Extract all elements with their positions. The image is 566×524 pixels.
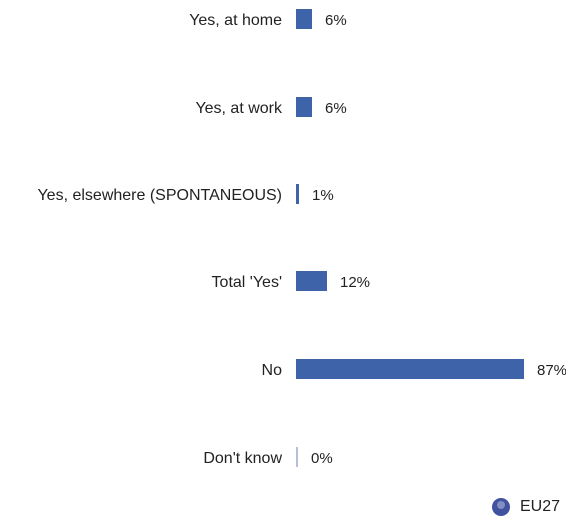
bar — [296, 271, 327, 291]
category-label: Don't know — [203, 450, 282, 467]
category-label: Total 'Yes' — [212, 274, 282, 291]
eu-flag-icon — [492, 498, 510, 516]
category-label: Yes, at home — [189, 12, 282, 29]
bar — [296, 97, 312, 117]
bar — [296, 359, 524, 379]
data-label: 12% — [340, 274, 370, 291]
category-label: Yes, at work — [195, 100, 283, 117]
category-label: No — [262, 362, 283, 379]
data-label: 6% — [325, 12, 347, 29]
category-label: Yes, elsewhere (SPONTANEOUS) — [37, 187, 282, 204]
data-label: 1% — [312, 187, 334, 204]
bar — [296, 447, 298, 467]
legend: EU27 — [492, 494, 560, 520]
data-label: 87% — [537, 362, 566, 379]
bar — [296, 184, 299, 204]
data-label: 0% — [311, 450, 333, 467]
data-label: 6% — [325, 100, 347, 117]
bar — [296, 9, 312, 29]
legend-label: EU27 — [520, 498, 561, 515]
